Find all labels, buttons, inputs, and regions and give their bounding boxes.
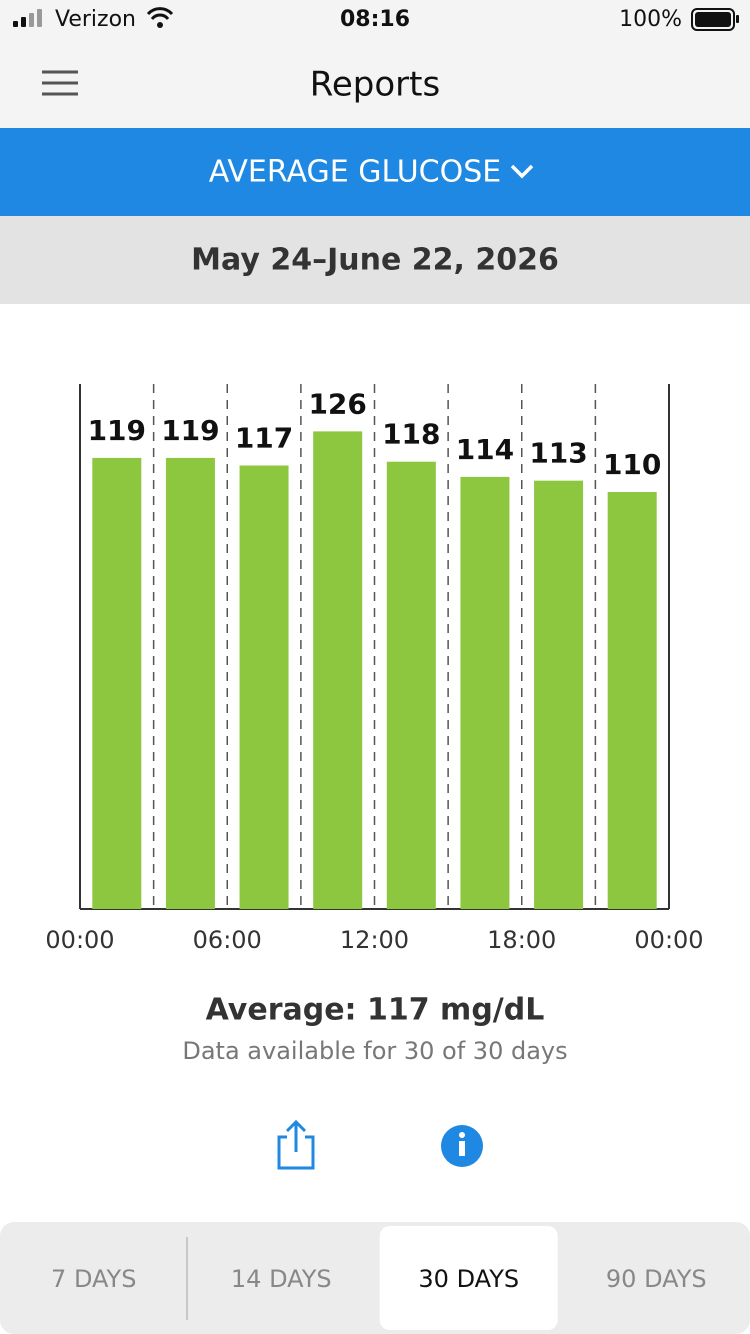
bar [92,457,142,909]
bar [313,431,363,909]
menu-button[interactable] [42,70,78,96]
battery-icon [691,8,739,31]
bar [386,461,436,909]
x-tick-label: 18:00 [487,926,556,954]
x-tick-label: 00:00 [45,926,114,954]
value-label: 126 [308,387,366,420]
value-label: 114 [456,433,514,466]
info-button[interactable] [441,1125,483,1167]
report-selector-label[interactable]: AVERAGE GLUCOSE [209,155,501,190]
x-tick-label: 00:00 [634,926,703,954]
average: Average: 117 mg/dL [206,993,545,1028]
bar [460,476,510,909]
bar [607,492,657,909]
value-label: 118 [382,418,440,451]
header-title: Reports [310,65,440,105]
report-selector[interactable] [0,128,750,216]
tab[interactable]: 30 DAYS [418,1265,519,1293]
date-range: May 24–June 22, 2026 [191,243,559,278]
chevron-down[interactable] [510,164,534,179]
wifi-icon [146,7,174,21]
selected-tab-bg[interactable] [379,1226,558,1330]
x-tick-label: 06:00 [193,926,262,954]
carrier: Verizon [55,7,136,32]
availability: Data available for 30 of 30 days [182,1037,567,1065]
value-label: 119 [88,414,146,447]
tab[interactable]: 7 DAYS [51,1265,136,1293]
value-label: 110 [603,448,661,481]
value-label: 119 [161,414,219,447]
clock: 08:16 [340,7,410,32]
date-strip [0,216,750,304]
bar [239,465,289,909]
bar [534,480,584,909]
chart: 00:00 06:00 12:00 18:00 00:00 119 119 117 126 118… [45,384,704,954]
battery-percent: 100% [619,7,682,32]
signal-icon [13,9,42,27]
tab[interactable]: 90 DAYS [606,1265,707,1293]
tab[interactable]: 14 DAYS [231,1265,332,1293]
value-label: 117 [235,421,293,454]
top-bar [0,0,750,128]
tabs: 7 DAYS 14 DAYS 30 DAYS 90 DAYS [51,1226,707,1330]
share-button[interactable] [277,1119,315,1170]
x-tick-label: 12:00 [340,926,409,954]
value-label: 113 [529,437,587,470]
bar [165,457,215,909]
wifi-dot [157,22,163,28]
